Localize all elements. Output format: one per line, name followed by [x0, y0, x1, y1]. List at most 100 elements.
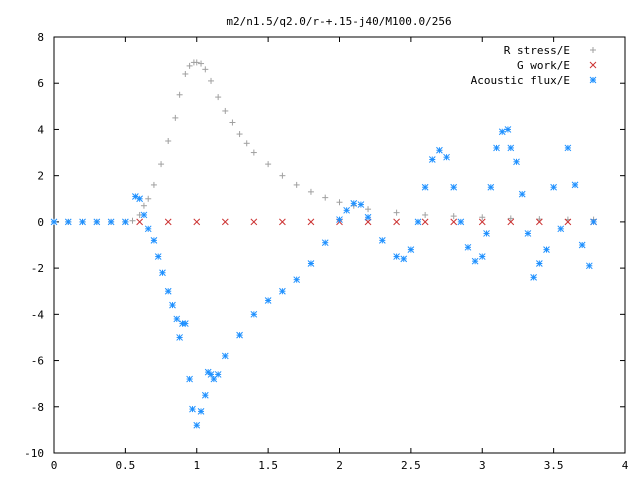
data-point	[536, 216, 543, 223]
data-point	[450, 218, 458, 226]
data-point	[378, 237, 386, 244]
data-point	[487, 183, 495, 191]
data-point	[307, 260, 315, 267]
data-point	[293, 276, 301, 284]
data-point	[590, 218, 597, 226]
series-2	[50, 126, 597, 429]
data-point	[336, 199, 343, 206]
data-point	[478, 218, 486, 226]
data-point	[414, 218, 422, 226]
data-point	[79, 218, 86, 226]
data-point	[471, 257, 479, 265]
data-point	[507, 215, 514, 222]
data-point	[464, 243, 472, 251]
data-point	[243, 140, 250, 147]
data-point	[422, 211, 429, 218]
data-point	[145, 195, 152, 202]
chart-title: m2/n1.5/q2.0/r-+.15-j40/M100.0/256	[226, 15, 451, 28]
data-point	[507, 218, 515, 226]
data-point	[136, 195, 144, 203]
data-point	[450, 213, 457, 220]
data-point	[159, 269, 166, 277]
data-point	[504, 126, 512, 133]
data-point	[176, 91, 183, 98]
x-tick-label: 3	[479, 459, 486, 472]
plot-frame	[53, 36, 626, 454]
y-tick-label: -8	[31, 401, 44, 414]
data-point	[250, 149, 257, 156]
x-tick-label: 1	[193, 459, 200, 472]
data-point	[140, 202, 147, 209]
data-point	[535, 218, 543, 226]
data-point	[513, 158, 520, 166]
y-tick-label: 8	[37, 31, 44, 44]
data-point	[93, 218, 101, 226]
data-point	[421, 218, 429, 226]
data-point	[564, 218, 572, 226]
data-point	[336, 216, 343, 223]
data-point	[236, 331, 243, 339]
data-point	[322, 194, 329, 201]
data-point	[421, 183, 429, 191]
y-tick-label: 2	[37, 170, 44, 183]
data-point	[189, 405, 196, 413]
data-point	[64, 218, 72, 226]
data-point	[428, 156, 436, 163]
data-point	[181, 320, 189, 327]
data-point	[229, 119, 236, 126]
y-axis: 8 6 4 2 0 -2 -4 -6 -8 -10	[24, 31, 625, 460]
data-point	[524, 230, 532, 237]
legend-label: Acoustic flux/E	[471, 74, 570, 87]
data-point	[478, 253, 486, 260]
y-tick-label: 4	[37, 123, 44, 136]
data-point	[585, 262, 593, 270]
x-tick-label: 1.5	[258, 459, 278, 472]
data-point	[173, 315, 181, 323]
data-point	[193, 59, 200, 66]
x-tick-label: 2	[336, 459, 343, 472]
y-tick-label: -6	[31, 355, 44, 368]
data-point	[265, 161, 272, 168]
data-point	[564, 144, 572, 152]
data-point	[164, 287, 172, 295]
data-point	[140, 211, 148, 219]
legend: R stress/E G work/E Acoustic flux/E	[471, 44, 597, 87]
data-point	[443, 153, 450, 161]
data-point	[150, 181, 157, 188]
data-point	[193, 421, 201, 429]
data-point	[571, 181, 579, 189]
data-point	[393, 209, 400, 216]
data-point	[136, 218, 144, 226]
data-point	[236, 131, 243, 138]
data-point	[457, 218, 465, 226]
data-point	[407, 246, 415, 253]
data-point	[393, 218, 400, 226]
data-point	[172, 114, 179, 121]
data-point	[279, 172, 286, 179]
data-point	[186, 62, 193, 69]
data-point	[264, 297, 272, 304]
data-point	[158, 161, 165, 168]
data-point	[357, 201, 365, 208]
data-point	[144, 225, 152, 233]
data-point	[535, 260, 543, 267]
data-point	[208, 77, 215, 84]
data-point	[50, 218, 58, 226]
data-point	[176, 334, 183, 341]
data-point	[557, 225, 565, 233]
data-point	[550, 183, 557, 191]
data-point	[307, 188, 314, 195]
y-tick-label: -10	[24, 447, 44, 460]
y-tick-label: -4	[31, 308, 45, 321]
data-point	[518, 190, 526, 198]
data-point	[222, 107, 229, 114]
data-point	[479, 214, 486, 221]
data-point	[393, 253, 400, 260]
data-point	[186, 375, 193, 383]
data-point	[530, 274, 537, 281]
data-point	[169, 301, 176, 309]
data-point	[122, 218, 129, 226]
data-point	[450, 183, 458, 191]
data-point	[164, 218, 172, 226]
